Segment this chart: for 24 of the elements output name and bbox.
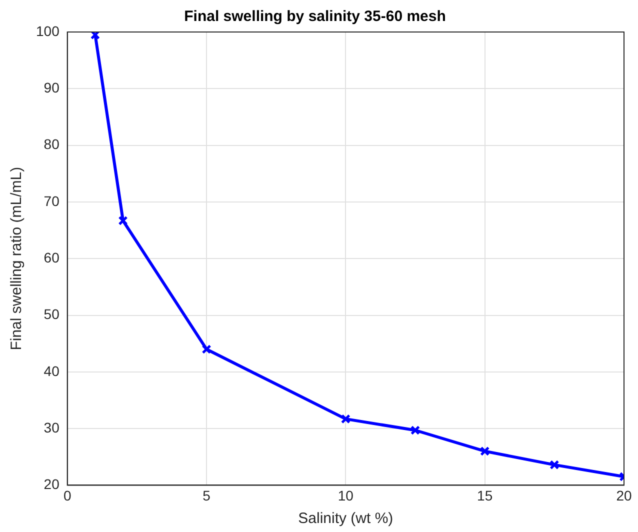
y-tick-label: 50: [44, 306, 60, 322]
chart-title: Final swelling by salinity 35-60 mesh: [184, 8, 446, 26]
point: [118, 216, 128, 226]
x-tick-label: 5: [202, 487, 211, 504]
point: [410, 425, 420, 436]
y-tick-label: 70: [44, 192, 60, 209]
x-tick-label: 0: [63, 487, 72, 504]
point: [90, 32, 100, 40]
x-axis-title: Salinity (wt %): [298, 510, 394, 528]
y-tick-label: 100: [36, 22, 60, 39]
y-tick-label: 90: [44, 80, 60, 96]
point: [340, 414, 350, 424]
y-tick-label: 40: [44, 362, 60, 379]
point: [480, 446, 490, 456]
y-tick-label: 80: [44, 136, 60, 152]
y-tick-label: 60: [44, 249, 60, 266]
x-tick-label: 10: [338, 487, 354, 504]
y-tick-label: 20: [44, 476, 60, 492]
y-axis-title: Final swelling ratio (mL/mL): [8, 166, 26, 350]
point: [202, 344, 212, 354]
point: [550, 460, 560, 470]
y-tick-label: 30: [44, 419, 60, 436]
x-tick-label: 20: [616, 487, 632, 504]
x-tick-label: 15: [477, 487, 493, 504]
